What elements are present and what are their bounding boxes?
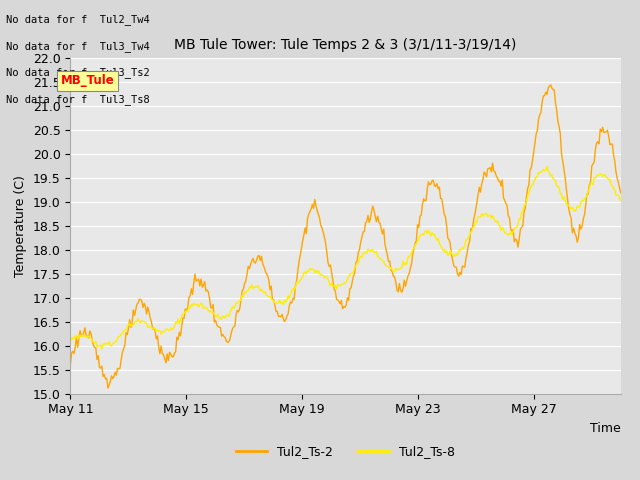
Tul2_Ts-8 [532, 174, 540, 180]
Y-axis label: Temperature (C): Temperature (C) [14, 175, 28, 276]
Tul2_Ts-8 [337, 281, 345, 287]
Text: No data for f  Tul3_Ts2: No data for f Tul3_Ts2 [6, 67, 150, 78]
Tul2_Ts-8 [617, 198, 625, 204]
Tul2_Ts-2 [532, 132, 540, 137]
Tul2_Ts-2 [67, 362, 74, 368]
Tul2_Ts-8 [310, 267, 317, 273]
Title: MB Tule Tower: Tule Temps 2 & 3 (3/1/11-3/19/14): MB Tule Tower: Tule Temps 2 & 3 (3/1/11-… [175, 38, 516, 52]
Tul2_Ts-2 [104, 385, 112, 391]
Tul2_Ts-2 [547, 82, 554, 88]
Tul2_Ts-8 [561, 198, 569, 204]
Text: No data for f  Tul2_Tw4: No data for f Tul2_Tw4 [6, 14, 150, 25]
Tul2_Ts-8 [98, 346, 106, 352]
Tul2_Ts-8 [543, 164, 551, 169]
Line: Tul2_Ts-8: Tul2_Ts-8 [70, 167, 621, 349]
Tul2_Ts-2 [337, 298, 345, 303]
Line: Tul2_Ts-2: Tul2_Ts-2 [70, 85, 621, 388]
Tul2_Ts-2 [617, 190, 625, 196]
Text: MB_Tule: MB_Tule [61, 74, 115, 87]
Tul2_Ts-2 [357, 240, 365, 245]
X-axis label: Time: Time [590, 422, 621, 435]
Tul2_Ts-2 [348, 285, 355, 291]
Tul2_Ts-8 [348, 271, 355, 276]
Text: No data for f  Tul3_Ts8: No data for f Tul3_Ts8 [6, 94, 150, 105]
Tul2_Ts-2 [310, 205, 317, 211]
Tul2_Ts-2 [561, 175, 569, 180]
Text: No data for f  Tul3_Tw4: No data for f Tul3_Tw4 [6, 41, 150, 52]
Legend: Tul2_Ts-2, Tul2_Ts-8: Tul2_Ts-2, Tul2_Ts-8 [231, 440, 460, 463]
Tul2_Ts-8 [357, 253, 365, 259]
Tul2_Ts-8 [67, 338, 74, 344]
